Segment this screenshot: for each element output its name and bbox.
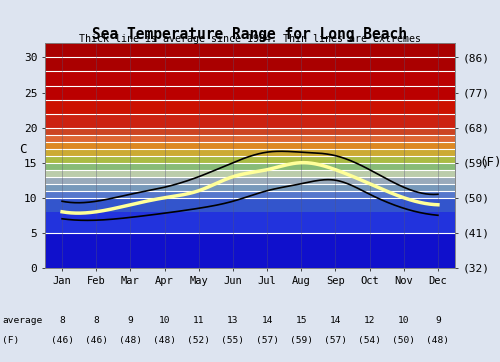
Text: 8: 8 [94, 316, 99, 325]
Text: (50): (50) [392, 336, 415, 345]
Text: 10: 10 [159, 316, 170, 325]
Text: 11: 11 [193, 316, 204, 325]
Bar [45, 114, 455, 128]
Text: 10: 10 [398, 316, 409, 325]
Text: average: average [2, 316, 43, 325]
Text: (57): (57) [324, 336, 347, 345]
Text: (59): (59) [290, 336, 313, 345]
Bar [45, 43, 455, 58]
Text: 13: 13 [227, 316, 238, 325]
Text: 14: 14 [262, 316, 273, 325]
Text: (46): (46) [85, 336, 108, 345]
Y-axis label: (F): (F) [480, 156, 500, 169]
Bar [45, 128, 455, 135]
Text: 8: 8 [59, 316, 65, 325]
Text: Thick line is average since 1984. Thin lines are extremes: Thick line is average since 1984. Thin l… [79, 34, 421, 45]
Text: 14: 14 [330, 316, 341, 325]
Text: 12: 12 [364, 316, 376, 325]
Bar [45, 85, 455, 100]
Text: 9: 9 [128, 316, 134, 325]
Bar [45, 177, 455, 184]
Text: (55): (55) [222, 336, 244, 345]
Bar [45, 170, 455, 177]
Text: 15: 15 [296, 316, 307, 325]
Bar [45, 212, 455, 233]
Bar [45, 191, 455, 198]
Text: (48): (48) [153, 336, 176, 345]
Bar [45, 72, 455, 85]
Bar [45, 198, 455, 212]
Text: (54): (54) [358, 336, 381, 345]
Bar [45, 163, 455, 170]
Text: (46): (46) [50, 336, 74, 345]
Text: 9: 9 [435, 316, 441, 325]
Bar [45, 184, 455, 191]
Bar [45, 149, 455, 156]
Text: (57): (57) [256, 336, 278, 345]
Bar [45, 233, 455, 268]
Text: (48): (48) [119, 336, 142, 345]
Bar [45, 142, 455, 149]
Text: (52): (52) [187, 336, 210, 345]
Y-axis label: C: C [18, 143, 26, 156]
Bar [45, 156, 455, 163]
Title: Sea Temperature Range for Long Beach: Sea Temperature Range for Long Beach [92, 27, 407, 42]
Bar [45, 135, 455, 142]
Bar [45, 58, 455, 72]
Bar [45, 100, 455, 114]
Text: (F): (F) [2, 336, 20, 345]
Text: (48): (48) [426, 336, 450, 345]
